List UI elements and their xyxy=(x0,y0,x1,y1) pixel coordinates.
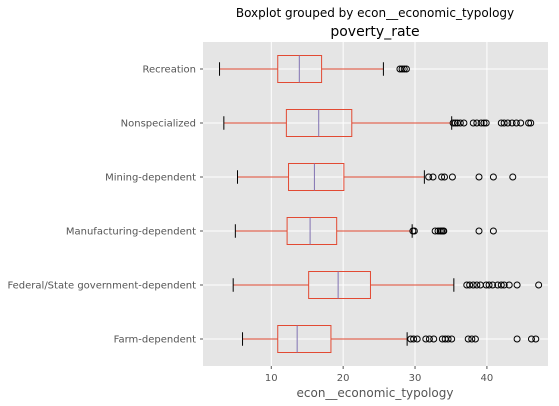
y-tick-label: Farm-dependent xyxy=(114,335,196,346)
flier-point xyxy=(402,65,410,73)
y-tick-label: Nonspecialized xyxy=(121,119,196,130)
box-marks xyxy=(219,55,543,353)
flier-point xyxy=(489,227,497,235)
flier-point xyxy=(485,281,493,289)
flier-point xyxy=(508,119,516,127)
flier-point xyxy=(500,119,508,127)
y-tick-label: Recreation xyxy=(143,65,196,76)
flier-point xyxy=(438,173,446,181)
flier-point xyxy=(477,119,485,127)
flier-point xyxy=(441,173,448,181)
y-tick-labels: Recreation Nonspecialized Mining-dependent… xyxy=(7,65,196,346)
box-iqr xyxy=(277,325,332,353)
box-group xyxy=(232,271,543,299)
flier-point xyxy=(466,281,474,289)
flier-point xyxy=(535,281,543,289)
flier-point xyxy=(512,119,520,127)
flier-point xyxy=(430,335,438,343)
flier-point xyxy=(527,335,535,343)
x-tick-label: 40 xyxy=(481,373,494,384)
chart-suptitle: Boxplot grouped by econ__economic_typolo… xyxy=(236,6,514,20)
flier-point xyxy=(460,119,468,127)
box-group xyxy=(219,55,410,83)
flier-point xyxy=(513,281,521,289)
flier-point xyxy=(473,281,481,289)
box-group xyxy=(223,109,535,137)
flier-point xyxy=(505,281,513,289)
flier-point xyxy=(500,281,508,289)
flier-point xyxy=(469,281,477,289)
box-iqr xyxy=(286,217,338,245)
flier-point xyxy=(448,173,456,181)
flier-point xyxy=(449,119,457,127)
flier-point xyxy=(410,227,418,235)
box-group xyxy=(242,325,540,353)
flier-point xyxy=(475,227,483,235)
flier-point xyxy=(422,335,430,343)
x-tick-labels: 10 20 30 40 xyxy=(265,373,493,384)
flier-point xyxy=(525,119,533,127)
box-iqr xyxy=(308,271,371,299)
flier-point xyxy=(410,335,418,343)
flier-point xyxy=(489,281,497,289)
flier-point xyxy=(444,335,452,343)
x-tick-label: 10 xyxy=(265,373,278,384)
flier-point xyxy=(425,335,433,343)
flier-point xyxy=(473,119,481,127)
flier-point xyxy=(532,335,540,343)
flier-point xyxy=(429,173,437,181)
x-axis-label: econ__economic_typology xyxy=(297,386,454,400)
flier-point xyxy=(456,119,464,127)
flier-point xyxy=(509,173,517,181)
y-tick-label: Mining-dependent xyxy=(105,173,196,184)
flier-point xyxy=(482,119,490,127)
y-tick-label: Federal/State government-dependent xyxy=(7,281,196,292)
flier-point xyxy=(448,335,456,343)
flier-point xyxy=(468,335,476,343)
flier-point xyxy=(400,65,408,73)
flier-point xyxy=(489,173,497,181)
flier-point xyxy=(425,173,433,181)
flier-point xyxy=(471,335,479,343)
flier-point xyxy=(475,173,483,181)
flier-point xyxy=(469,119,477,127)
flier-point xyxy=(527,119,535,127)
plot-area xyxy=(203,42,548,366)
flier-point xyxy=(464,335,472,343)
flier-point xyxy=(451,119,459,127)
flier-point xyxy=(480,119,488,127)
x-tick-label: 30 xyxy=(409,373,422,384)
flier-point xyxy=(398,65,406,73)
flier-point xyxy=(517,119,525,127)
flier-point xyxy=(497,281,505,289)
chart-title: poverty_rate xyxy=(330,24,419,40)
flier-point xyxy=(440,227,448,235)
x-tick-label: 20 xyxy=(337,373,350,384)
y-tick-label: Manufacturing-dependent xyxy=(66,227,196,238)
flier-point xyxy=(504,119,512,127)
box-group xyxy=(234,217,497,245)
box-group xyxy=(237,163,517,191)
box-iqr xyxy=(288,163,345,191)
flier-point xyxy=(413,335,421,343)
flier-point xyxy=(513,335,521,343)
